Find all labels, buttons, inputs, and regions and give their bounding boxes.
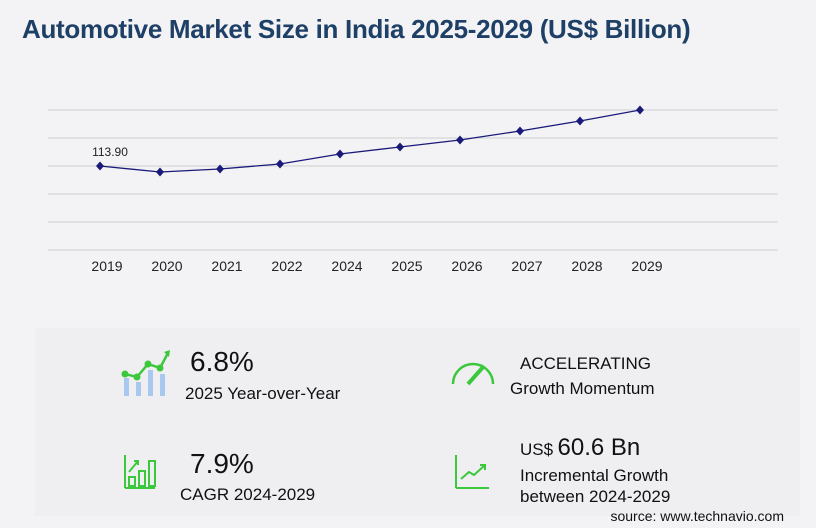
line-chart: 2019 113.90 2020 2021 2022 2024 2025 2026 2027 20… <box>48 105 778 274</box>
currency-prefix: US$ <box>520 440 554 459</box>
incremental-label-1: Incremental Growth <box>520 466 669 485</box>
speedometer-icon <box>451 362 495 386</box>
data-point <box>456 135 464 145</box>
x-tick-label: 2026 <box>451 258 482 274</box>
data-point <box>216 164 224 174</box>
data-point <box>276 159 284 169</box>
x-tick-label: 2021 <box>211 258 242 274</box>
growth-chart-icon <box>121 350 170 396</box>
incremental-value: US$ 60.6 Bn <box>520 434 640 462</box>
yoy-label: 2025 Year-over-Year <box>185 384 341 403</box>
trend-up-icon <box>455 455 489 489</box>
data-point <box>576 116 584 126</box>
source-note: source: www.technavio.com <box>610 508 784 524</box>
series-line <box>99 109 641 173</box>
x-tick-label: 2025 <box>391 258 422 274</box>
incremental-label-2: between 2024-2029 <box>520 487 671 506</box>
data-point <box>516 126 524 136</box>
x-tick-label: 2024 <box>331 258 362 274</box>
data-point <box>636 105 644 115</box>
chart-title: Automotive Market Size in India 2025-202… <box>22 14 691 44</box>
momentum-value: ACCELERATING <box>520 354 651 373</box>
x-tick-label: 2028 <box>571 258 602 274</box>
x-tick-label: 2029 <box>631 258 662 274</box>
data-point <box>336 149 344 159</box>
data-point <box>396 142 404 152</box>
stats-panel <box>35 328 800 516</box>
data-label: 113.90 <box>92 145 128 159</box>
x-tick-label: 2020 <box>151 258 182 274</box>
x-tick-label: 2022 <box>271 258 302 274</box>
cagr-value: 7.9% <box>190 448 254 479</box>
cagr-label: CAGR 2024-2029 <box>180 485 316 504</box>
data-point <box>156 167 164 177</box>
data-point <box>96 161 104 171</box>
yoy-value: 6.8% <box>190 346 254 377</box>
incremental-amount: 60.6 Bn <box>557 434 641 461</box>
x-tick-label: 2027 <box>511 258 542 274</box>
momentum-label: Growth Momentum <box>510 379 655 398</box>
bar-growth-icon <box>124 455 156 489</box>
x-tick-label: 2019 <box>91 258 122 274</box>
